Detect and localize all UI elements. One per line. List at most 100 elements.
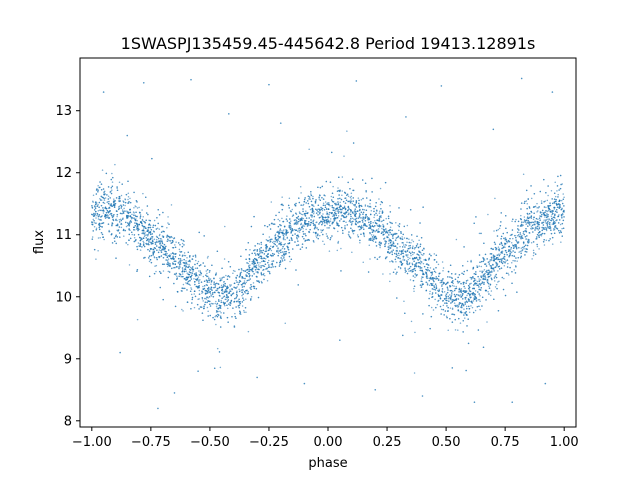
- data-point: [251, 252, 253, 255]
- data-point: [137, 229, 139, 232]
- data-point: [471, 306, 474, 309]
- data-point: [536, 236, 538, 238]
- data-point: [341, 194, 343, 197]
- data-point: [198, 286, 200, 289]
- data-point: [406, 237, 408, 240]
- data-point: [426, 284, 429, 286]
- data-point: [254, 261, 256, 263]
- data-point: [508, 249, 510, 251]
- data-point: [308, 196, 311, 198]
- data-point: [379, 216, 381, 218]
- data-point: [312, 231, 315, 234]
- data-point: [191, 267, 193, 269]
- data-point: [335, 202, 337, 205]
- data-point: [557, 193, 559, 196]
- data-point: [420, 253, 423, 256]
- data-point: [183, 244, 185, 246]
- data-point: [500, 221, 502, 223]
- data-point: [280, 230, 282, 232]
- data-point: [344, 226, 346, 228]
- data-point: [175, 272, 177, 275]
- data-point: [522, 173, 525, 175]
- data-point: [534, 221, 536, 224]
- data-point: [119, 218, 122, 221]
- data-point: [168, 239, 170, 242]
- data-point: [512, 259, 514, 262]
- data-point: [455, 238, 458, 241]
- data-point: [552, 223, 555, 225]
- data-point: [317, 214, 319, 216]
- data-point: [388, 238, 391, 240]
- data-point: [223, 258, 226, 260]
- data-point: [374, 224, 376, 227]
- data-point: [282, 238, 285, 241]
- data-point: [96, 212, 99, 215]
- data-point: [543, 232, 546, 235]
- data-point: [264, 224, 266, 227]
- data-point: [133, 207, 135, 209]
- data-point: [412, 270, 414, 273]
- data-point: [419, 262, 422, 265]
- data-point: [493, 230, 495, 232]
- data-point: [466, 260, 469, 263]
- data-point: [290, 231, 292, 234]
- data-point: [147, 248, 149, 251]
- data-point: [162, 253, 165, 256]
- data-point: [300, 228, 303, 230]
- data-point: [271, 262, 274, 265]
- data-point: [472, 300, 475, 302]
- data-point: [176, 275, 178, 278]
- data-point: [202, 319, 204, 322]
- data-point: [479, 308, 481, 311]
- data-point: [326, 211, 328, 213]
- data-point: [240, 268, 243, 270]
- data-point: [470, 259, 472, 262]
- data-point: [290, 230, 293, 232]
- data-point: [191, 274, 193, 277]
- data-point: [285, 234, 287, 236]
- data-point: [123, 207, 125, 210]
- data-point: [98, 213, 101, 216]
- data-point: [124, 204, 126, 207]
- data-point: [388, 245, 391, 247]
- data-point: [498, 254, 501, 257]
- data-point: [403, 237, 406, 239]
- data-point: [215, 289, 217, 292]
- data-point: [99, 237, 101, 239]
- data-point: [224, 225, 226, 228]
- data-point: [411, 257, 414, 260]
- data-point: [347, 233, 350, 236]
- data-point: [166, 259, 169, 262]
- data-point: [359, 228, 361, 231]
- data-point: [185, 260, 187, 262]
- data-point: [408, 238, 410, 240]
- data-point: [181, 273, 184, 275]
- data-point: [302, 208, 304, 210]
- data-point: [498, 248, 501, 250]
- data-point: [361, 219, 364, 222]
- data-point: [549, 227, 551, 230]
- data-point: [215, 305, 218, 308]
- data-point: [208, 279, 210, 281]
- data-point: [182, 261, 185, 264]
- data-point: [412, 275, 415, 277]
- data-point: [219, 366, 222, 369]
- data-point: [389, 280, 391, 283]
- data-point: [401, 250, 404, 252]
- data-point: [426, 282, 429, 285]
- data-point: [236, 274, 239, 277]
- data-point: [249, 248, 251, 251]
- data-point: [99, 198, 101, 200]
- data-point: [376, 258, 379, 260]
- data-point: [337, 240, 340, 243]
- data-point: [195, 272, 197, 274]
- data-point: [430, 274, 433, 277]
- data-point: [148, 260, 151, 263]
- data-point: [528, 224, 531, 226]
- data-point: [363, 209, 366, 211]
- data-point: [183, 252, 186, 254]
- data-point: [179, 258, 182, 260]
- data-point: [386, 223, 389, 225]
- data-point: [204, 301, 207, 304]
- data-point: [409, 257, 411, 260]
